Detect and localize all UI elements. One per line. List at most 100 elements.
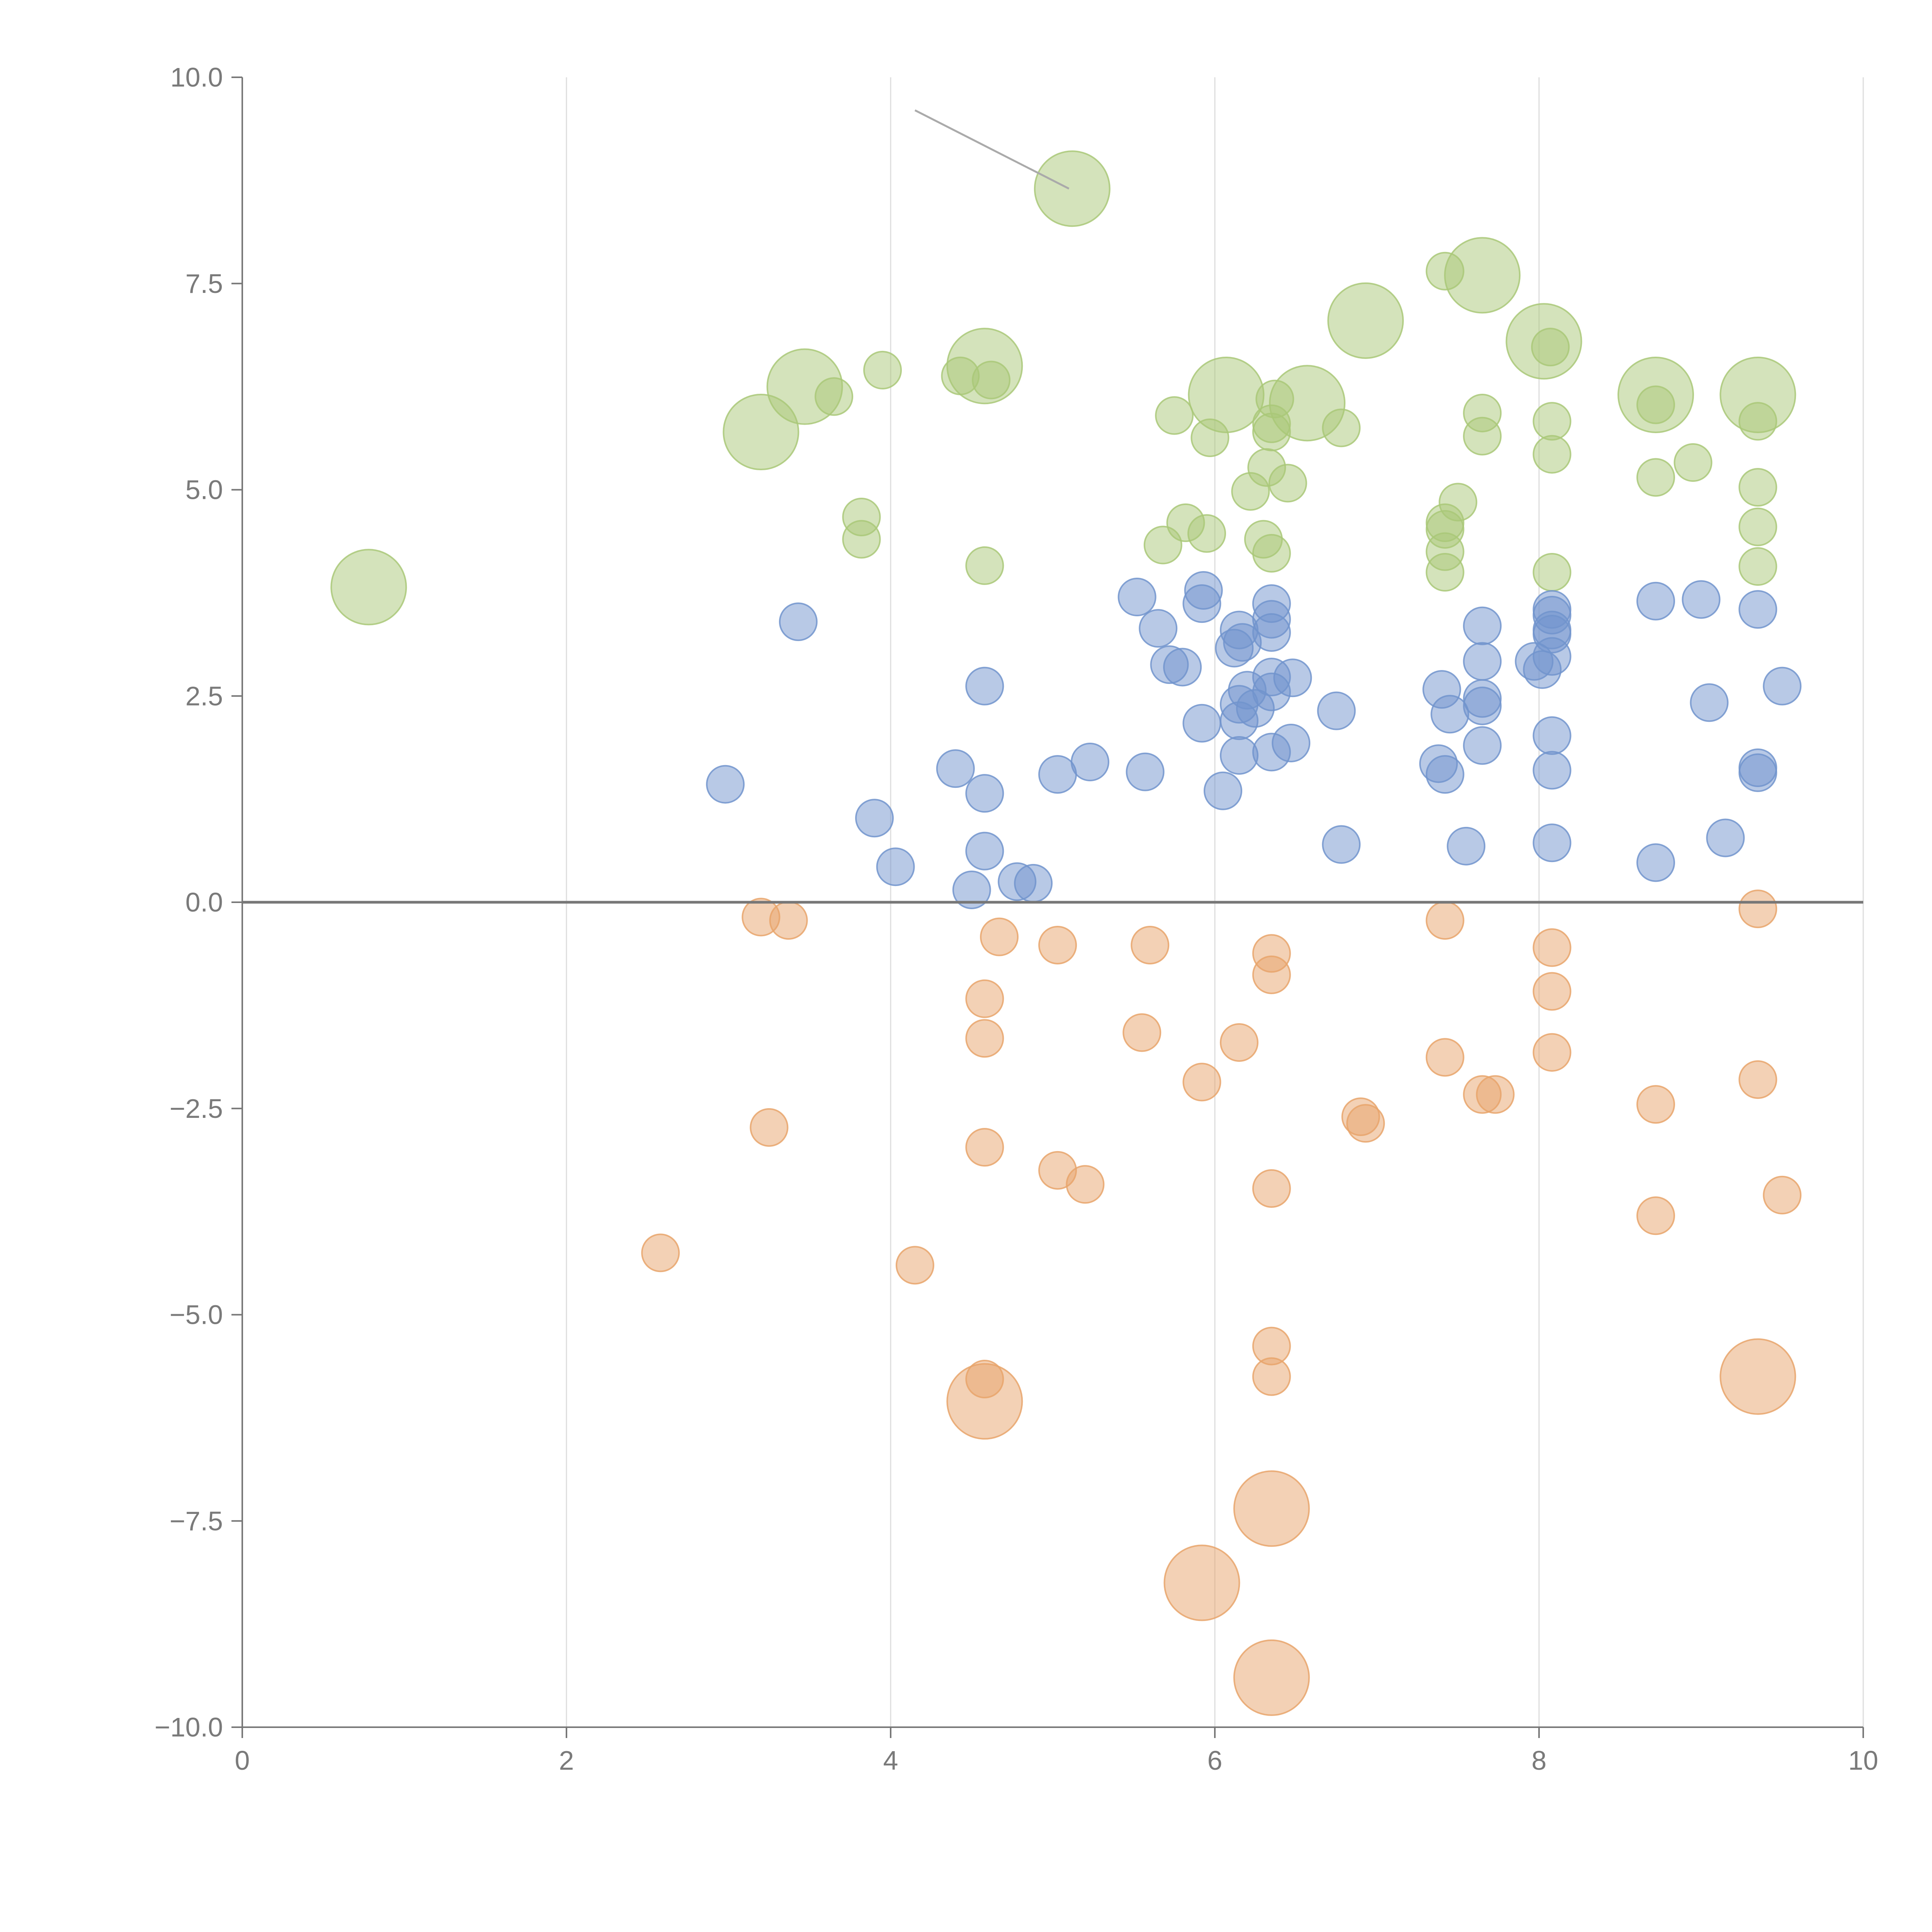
orange-point: [1131, 926, 1170, 965]
blue-point: [1636, 843, 1675, 882]
green-point: [330, 549, 407, 626]
blue-point: [965, 832, 1004, 871]
green-point: [1143, 526, 1182, 565]
green-point: [815, 377, 854, 416]
green-point: [1425, 553, 1464, 592]
orange-point: [1252, 1357, 1291, 1396]
orange-point: [1252, 955, 1291, 994]
orange-point: [1252, 1169, 1291, 1208]
green-point: [1425, 252, 1464, 291]
green-point: [1155, 396, 1194, 435]
blue-point: [1219, 736, 1259, 775]
green-point: [1531, 328, 1570, 367]
orange-point: [750, 1108, 789, 1147]
green-point: [1034, 150, 1111, 227]
orange-point: [1532, 928, 1571, 967]
orange-point: [641, 1233, 680, 1272]
blue-point: [1425, 755, 1464, 794]
green-point: [1532, 553, 1571, 592]
blue-point: [1738, 590, 1777, 629]
orange-point: [1122, 1013, 1162, 1052]
blue-point: [1738, 753, 1777, 792]
orange-point: [1738, 889, 1777, 929]
blue-point: [1182, 704, 1221, 743]
y-tick-label: −7.5: [170, 1506, 223, 1536]
blue-point: [1463, 606, 1502, 645]
blue-point: [1070, 743, 1109, 782]
blue-point: [1532, 823, 1571, 862]
x-tick-label: 0: [235, 1745, 250, 1776]
orange-point: [980, 917, 1019, 956]
orange-point: [1532, 972, 1571, 1011]
blue-point: [1322, 825, 1361, 864]
orange-point: [1219, 1023, 1259, 1062]
orange-point: [1719, 1338, 1796, 1415]
blue-point: [1126, 752, 1165, 791]
blue-point: [1182, 584, 1221, 623]
green-point: [842, 520, 881, 559]
green-point: [1187, 514, 1226, 553]
green-point: [1190, 418, 1230, 457]
blue-point: [1252, 733, 1291, 772]
blue-point: [1163, 648, 1202, 687]
axes: [231, 77, 1864, 1738]
blue-point: [1463, 686, 1502, 725]
annotation-leader-line: [914, 109, 1070, 190]
blue-point: [1203, 771, 1242, 810]
green-point: [1673, 443, 1713, 482]
green-point: [863, 350, 902, 389]
orange-point: [1532, 1033, 1571, 1072]
orange-point: [769, 901, 808, 940]
x-tick-label: 4: [883, 1745, 898, 1776]
blue-point: [1430, 695, 1469, 734]
orange-point: [1636, 1196, 1675, 1235]
blue-point: [706, 765, 745, 804]
green-point: [1188, 356, 1265, 433]
green-point: [1231, 472, 1270, 511]
green-point: [1322, 408, 1361, 447]
green-point: [1252, 404, 1291, 443]
blue-point: [965, 774, 1004, 813]
blue-point: [1014, 864, 1053, 903]
blue-point: [1215, 629, 1254, 668]
orange-point: [1476, 1075, 1515, 1114]
orange-point: [1163, 1544, 1240, 1621]
orange-point: [1425, 901, 1464, 940]
blue-point: [1523, 650, 1562, 689]
orange-point: [965, 1360, 1004, 1399]
blue-point: [1682, 580, 1721, 619]
orange-point: [1233, 1470, 1310, 1547]
y-tick-label: 2.5: [185, 681, 223, 711]
green-point: [1738, 402, 1777, 441]
blue-point: [965, 667, 1004, 706]
blue-point: [1636, 582, 1675, 621]
blue-point: [855, 799, 894, 838]
green-point: [1532, 402, 1571, 441]
orange-point: [965, 1128, 1004, 1167]
blue-point: [1463, 642, 1502, 681]
green-point: [1268, 464, 1307, 503]
blue-point: [1447, 827, 1486, 866]
y-tick-label: −2.5: [170, 1094, 223, 1124]
orange-point: [1038, 926, 1077, 965]
blue-point: [1038, 755, 1077, 794]
green-point: [1327, 282, 1404, 359]
orange-point: [965, 979, 1004, 1018]
green-point: [1252, 534, 1291, 573]
orange-point: [1763, 1175, 1802, 1214]
blue-point: [1532, 751, 1571, 790]
blue-point: [1532, 716, 1571, 755]
y-tick-label: −5.0: [170, 1300, 223, 1330]
blue-point: [952, 870, 991, 909]
green-point: [1463, 417, 1502, 456]
orange-point: [1738, 1060, 1777, 1099]
y-tick-label: 7.5: [185, 269, 223, 299]
orange-point: [1233, 1639, 1310, 1716]
x-tick-label: 6: [1208, 1745, 1223, 1776]
x-tick-label: 8: [1532, 1745, 1547, 1776]
green-point: [1532, 435, 1571, 474]
blue-point: [1117, 578, 1156, 617]
orange-point: [1636, 1085, 1675, 1124]
y-tick-label: 0.0: [185, 887, 223, 917]
